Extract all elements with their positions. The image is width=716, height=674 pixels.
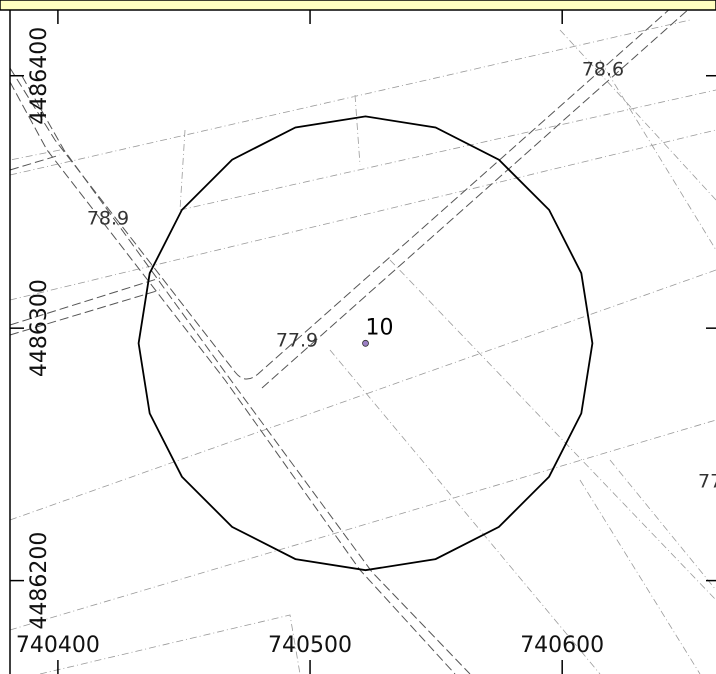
contour-label: 77: [698, 471, 716, 493]
y-tick-label: 4486300: [27, 279, 52, 377]
x-tick-label: 740500: [268, 633, 352, 658]
point: [362, 339, 369, 347]
contour-label: 78.6: [582, 59, 624, 81]
y-tick-label: 4486400: [27, 27, 52, 125]
basemap: [9, 0, 716, 674]
x-tick-label: 740400: [16, 633, 100, 658]
y-tick-label: 4486200: [27, 532, 52, 630]
x-tick-label: 740600: [520, 633, 604, 658]
buffer-circle: [137, 115, 594, 572]
point-label: 10: [366, 315, 394, 340]
title-bar: [0, 0, 716, 11]
contour-label: 77.9: [276, 330, 318, 352]
contour-label: 78.9: [87, 208, 129, 230]
